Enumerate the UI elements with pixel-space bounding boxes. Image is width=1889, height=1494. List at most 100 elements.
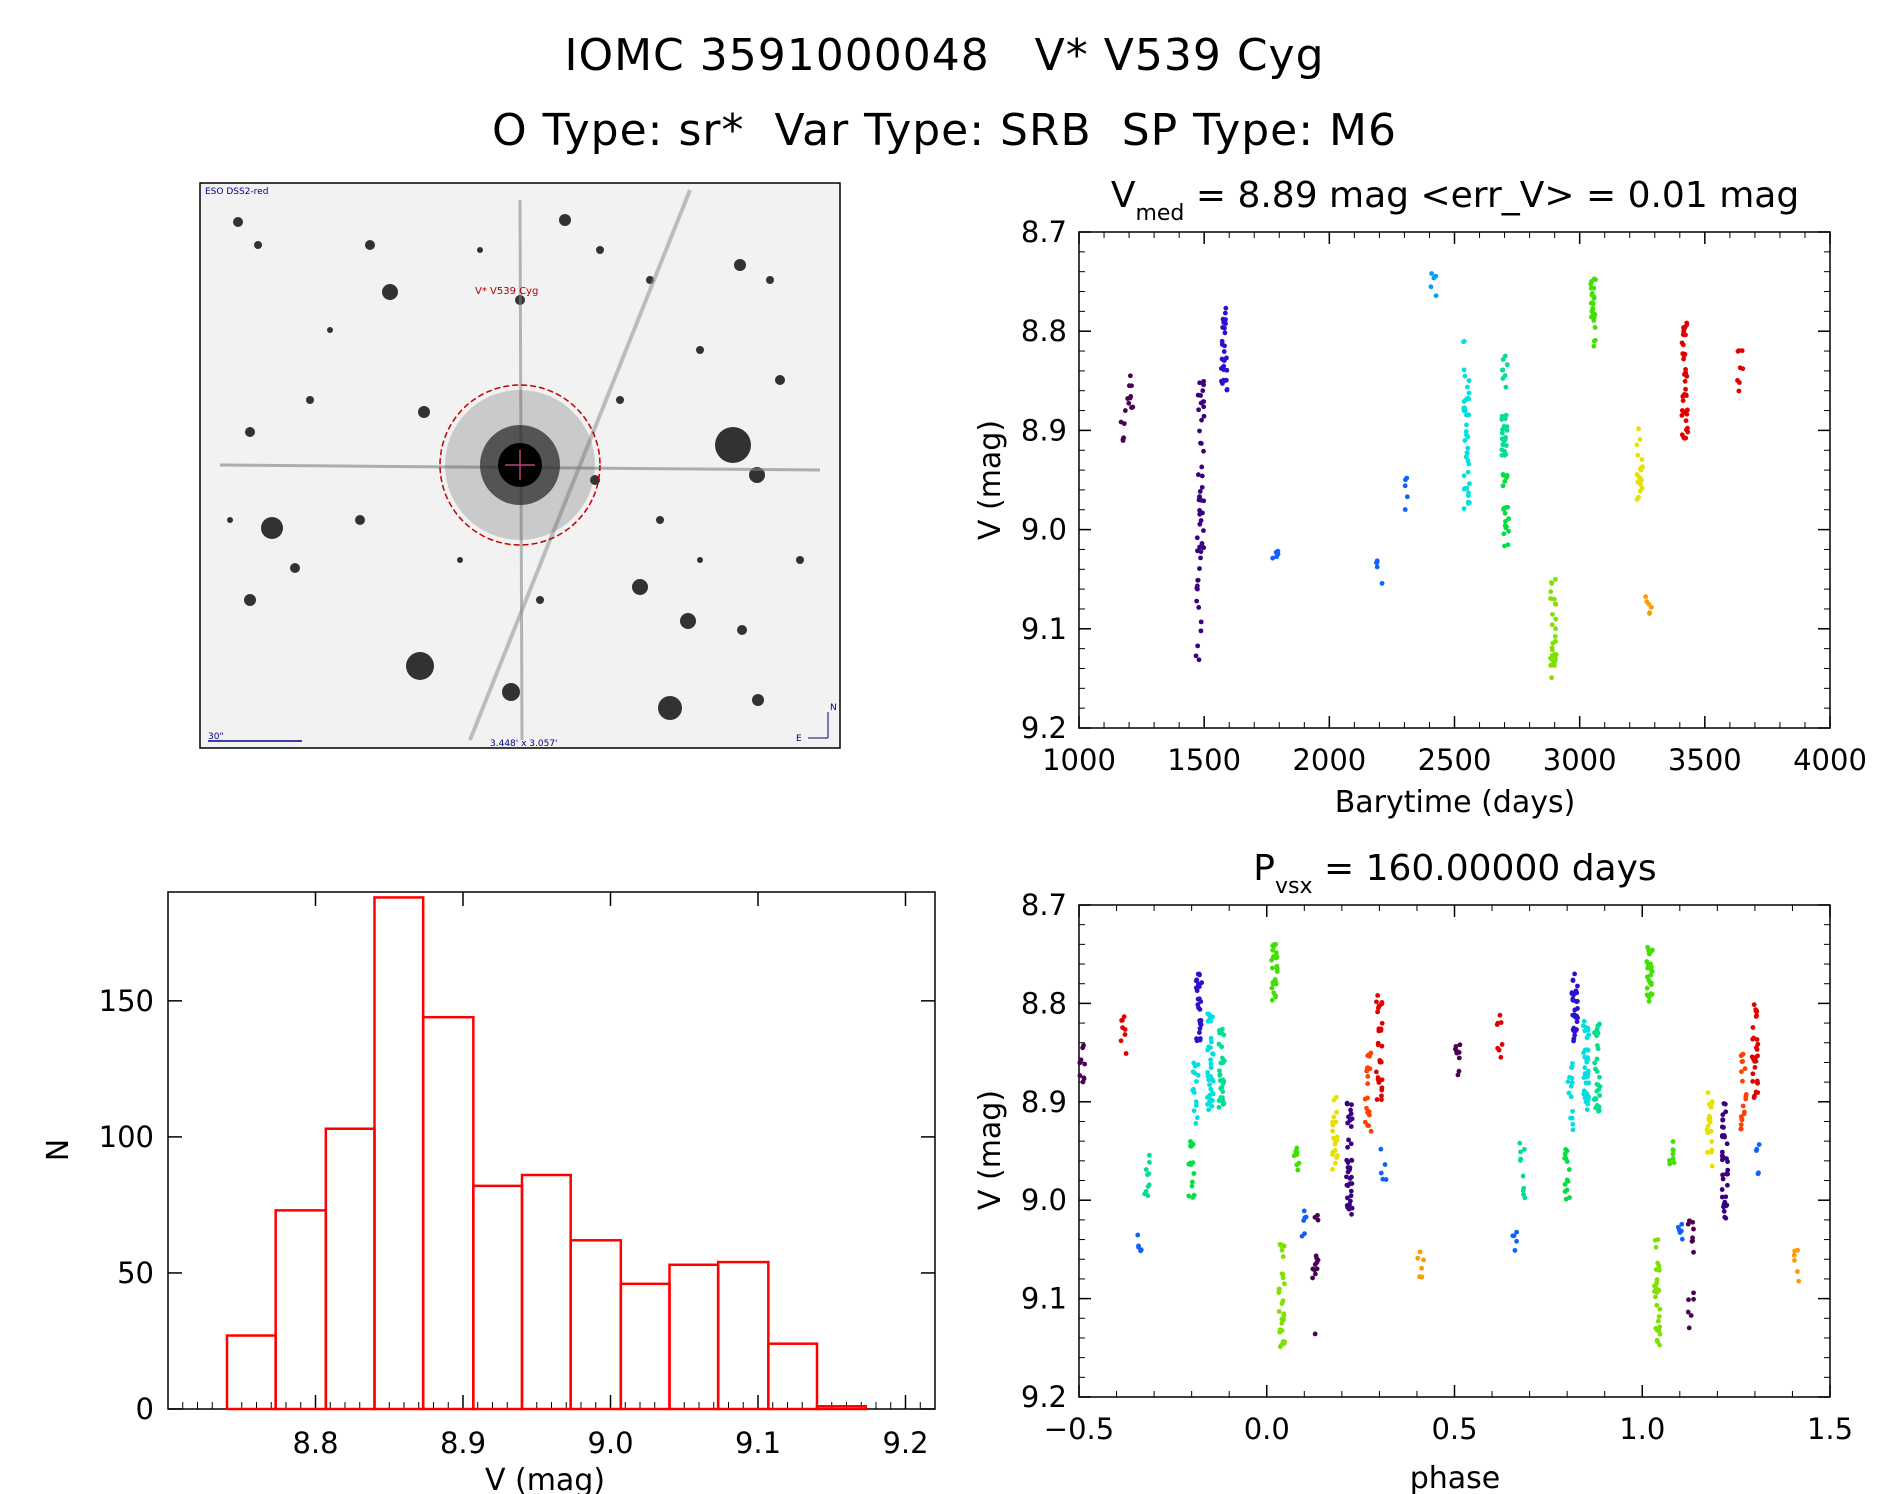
data-point — [1365, 1095, 1370, 1101]
data-point — [1315, 1217, 1321, 1223]
data-point — [1273, 994, 1279, 1000]
data-point — [1465, 434, 1471, 440]
data-point — [1721, 1208, 1727, 1214]
data-point — [1582, 1065, 1588, 1071]
x-tick-label: 0.0 — [1244, 1412, 1290, 1446]
data-point — [1310, 1266, 1316, 1272]
data-point — [1571, 1036, 1577, 1042]
data-point — [1222, 330, 1228, 336]
data-point — [1201, 399, 1207, 404]
data-point — [1348, 1188, 1354, 1194]
lightcurve-points — [1118, 271, 1746, 681]
data-point — [1520, 1188, 1526, 1194]
data-point — [1562, 1189, 1568, 1194]
data-point — [1196, 605, 1202, 610]
data-point — [1293, 1149, 1299, 1154]
data-point — [1402, 507, 1408, 512]
data-point — [1754, 1146, 1760, 1152]
data-point — [1456, 1050, 1462, 1055]
data-point — [1755, 1171, 1761, 1177]
data-point — [1502, 510, 1508, 516]
data-point — [1708, 1104, 1714, 1110]
data-point — [1570, 1121, 1576, 1127]
data-point — [1685, 1309, 1691, 1315]
data-point — [1682, 435, 1688, 441]
data-point — [1453, 1044, 1459, 1049]
data-point — [1379, 1043, 1385, 1049]
data-point — [1637, 437, 1643, 442]
data-point — [1742, 1066, 1748, 1072]
data-point — [1581, 1091, 1587, 1097]
data-point — [1379, 1077, 1385, 1083]
data-point — [1596, 1107, 1602, 1113]
data-point — [1269, 997, 1275, 1003]
data-point — [1755, 1080, 1760, 1086]
data-point — [1504, 362, 1510, 368]
data-point — [1462, 438, 1468, 443]
data-point — [1207, 1082, 1212, 1088]
data-point — [1274, 963, 1280, 969]
phased-xlabel: phase — [1410, 1461, 1501, 1494]
data-point — [1722, 1214, 1728, 1220]
data-point — [1681, 353, 1687, 358]
data-point — [1653, 1244, 1659, 1250]
data-point — [1196, 1005, 1201, 1011]
data-point — [1740, 1078, 1745, 1084]
data-point — [1294, 1162, 1300, 1168]
data-point — [1499, 1042, 1505, 1047]
data-point — [1650, 947, 1655, 953]
data-point — [1657, 1324, 1663, 1330]
data-point — [1461, 405, 1467, 411]
histogram-bar — [274, 1209, 328, 1411]
data-point — [1201, 528, 1206, 533]
data-point — [1592, 325, 1598, 330]
data-point — [1498, 1054, 1504, 1060]
data-point — [1366, 1109, 1372, 1114]
data-point — [1595, 1043, 1600, 1048]
histogram-bar — [619, 1282, 671, 1411]
data-point — [1550, 611, 1555, 617]
data-point — [1738, 1126, 1744, 1132]
data-point — [1506, 516, 1512, 522]
data-point — [1191, 1171, 1197, 1176]
data-point — [1648, 982, 1654, 987]
data-point — [1200, 510, 1205, 516]
data-point — [1511, 1233, 1517, 1239]
data-point — [1724, 1182, 1730, 1188]
data-point — [1330, 1128, 1336, 1134]
data-point — [1429, 271, 1435, 276]
data-point — [1634, 442, 1640, 448]
data-point — [1597, 1093, 1603, 1098]
field-star — [616, 396, 624, 404]
data-point — [1595, 1030, 1601, 1036]
y-tick-label: 8.9 — [1021, 1085, 1067, 1119]
data-point — [1591, 343, 1597, 349]
field-star — [254, 241, 262, 249]
data-point — [1563, 1196, 1569, 1202]
data-point — [1514, 1238, 1519, 1244]
data-point — [1209, 1103, 1215, 1109]
data-point — [1705, 1123, 1711, 1129]
histogram-bar — [472, 1184, 524, 1411]
data-point — [1500, 427, 1505, 432]
data-point — [1691, 1290, 1696, 1296]
data-point — [1463, 454, 1469, 460]
data-point — [1465, 395, 1471, 401]
data-point — [1348, 1107, 1353, 1113]
data-point — [1191, 1060, 1197, 1066]
field-star — [696, 346, 704, 354]
data-point — [1500, 442, 1506, 448]
data-point — [1553, 626, 1558, 632]
data-point — [1208, 1061, 1214, 1067]
data-point — [1208, 1098, 1214, 1104]
x-tick-label: 1000 — [1042, 743, 1116, 777]
data-point — [1569, 1080, 1575, 1086]
data-point — [1313, 1253, 1319, 1259]
data-point — [1465, 458, 1471, 463]
data-point — [1683, 332, 1688, 338]
field-star — [477, 247, 483, 253]
data-point — [1644, 992, 1650, 998]
phased-title-sub: vsx — [1275, 874, 1313, 899]
field-star — [382, 284, 398, 300]
